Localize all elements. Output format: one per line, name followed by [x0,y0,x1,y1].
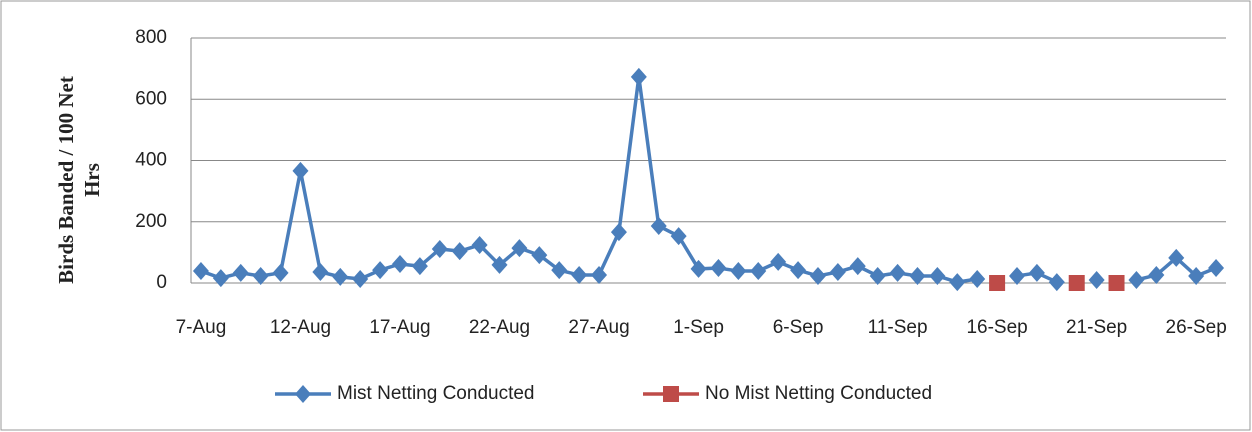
marker [1068,275,1085,291]
x-tick-label: 6-Sep [773,317,824,338]
marker [750,262,767,281]
legend-label: Mist Netting Conducted [337,383,535,404]
marker [312,262,329,281]
marker [1208,258,1225,277]
marker [849,257,866,276]
marker [511,239,528,258]
marker [949,273,966,292]
marker [663,386,679,402]
x-tick-label: 16-Sep [966,317,1027,338]
marker [551,261,568,280]
marker [451,242,468,261]
marker [1108,275,1125,291]
x-tick-label: 21-Sep [1066,317,1127,338]
y-axis-label-line: Hrs [80,163,104,197]
marker [690,259,707,278]
marker [929,266,946,285]
marker [1188,266,1205,285]
marker [1048,273,1065,292]
series-line [200,76,978,284]
marker [630,67,647,86]
marker [232,263,249,282]
x-tick-label: 11-Sep [868,317,928,338]
marker [192,262,209,281]
marker [730,262,747,281]
y-axis-label-line: Birds Banded / 100 Net [54,76,78,284]
marker [710,258,727,277]
marker [829,262,846,281]
y-tick-label: 400 [135,150,167,171]
x-tick-label: 7-Aug [176,317,227,338]
marker [610,223,627,242]
x-tick-label: 26-Sep [1166,317,1227,338]
y-tick-label: 600 [135,88,167,109]
marker [670,227,687,246]
marker [292,161,309,180]
marker [1128,270,1145,289]
marker [650,217,667,236]
marker [770,252,787,271]
marker [1148,266,1165,285]
marker [491,255,508,274]
marker [391,255,408,274]
legend-label: No Mist Netting Conducted [705,383,932,404]
x-tick-label: 1-Sep [673,317,724,338]
marker [332,267,349,286]
marker [272,263,289,282]
marker [969,270,986,289]
marker [411,257,428,276]
marker [591,266,608,285]
x-tick-label: 27-Aug [568,317,629,338]
marker [372,261,389,280]
marker [809,266,826,285]
marker [790,261,807,280]
x-tick-label: 12-Aug [270,317,331,338]
marker [431,240,448,259]
y-tick-label: 200 [135,211,167,232]
x-tick-label: 22-Aug [469,317,530,338]
marker [889,263,906,282]
marker [252,266,269,285]
marker [1088,270,1105,289]
marker [571,266,588,285]
x-tick-label: 17-Aug [369,317,430,338]
marker [1028,263,1045,282]
marker [909,266,926,285]
marker [352,270,369,289]
marker [531,246,548,265]
y-axis-label: Birds Banded / 100 NetHrs [54,76,104,284]
y-tick-label: 800 [135,27,167,48]
marker [869,266,886,285]
marker [212,269,229,288]
marker [295,385,311,403]
marker [1168,248,1185,267]
marker [471,236,488,255]
marker [1009,266,1026,285]
marker [989,275,1006,291]
y-tick-label: 0 [156,272,167,293]
